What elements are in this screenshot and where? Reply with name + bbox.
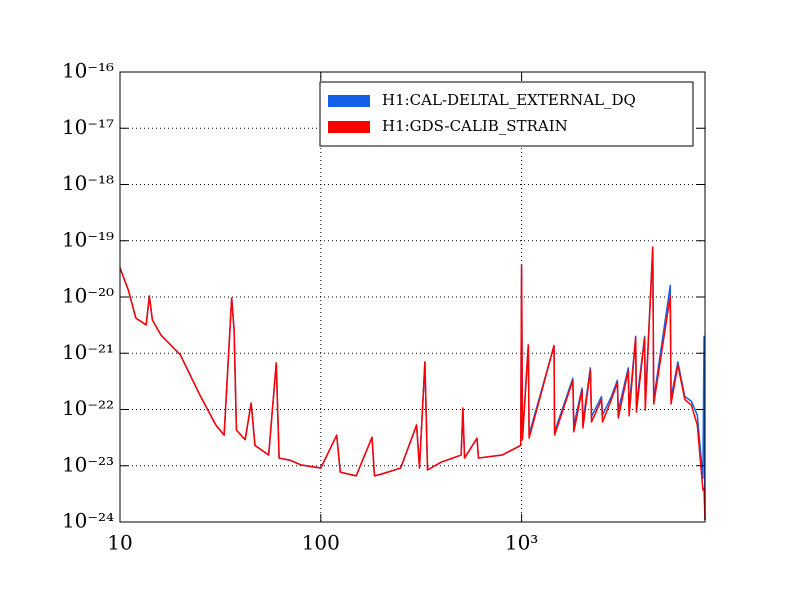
series-line	[119, 246, 706, 520]
y-tick-label: 10⁻¹⁸	[62, 171, 114, 195]
ticks: 10 100 10³ 10⁻²⁴ 10⁻²³ 10⁻²² 10⁻²¹ 10⁻²⁰ 10⁻¹⁹ 10…	[62, 59, 705, 555]
x-tick-label: 10	[107, 531, 132, 555]
x-tick-label: 10³	[505, 531, 538, 555]
y-tick-label: 10⁻²⁴	[62, 509, 114, 533]
x-tick-label: 100	[302, 531, 340, 555]
legend-label: H1:CAL-DELTAL_EXTERNAL_DQ	[382, 91, 636, 109]
y-tick-label: 10⁻²¹	[62, 340, 114, 364]
y-tick-label: 10⁻²⁰	[62, 284, 114, 308]
y-tick-label: 10⁻²³	[62, 452, 114, 476]
y-tick-label: 10⁻¹⁹	[62, 227, 114, 251]
legend: H1:CAL-DELTAL_EXTERNAL_DQ H1:GDS-CALIB_ST…	[319, 81, 694, 147]
y-tick-label: 10⁻¹⁷	[62, 115, 114, 139]
legend-swatch	[328, 121, 370, 133]
y-tick-label: 10⁻²²	[62, 396, 114, 420]
legend-swatch	[328, 95, 370, 107]
legend-label: H1:GDS-CALIB_STRAIN	[382, 117, 568, 135]
legend-box	[319, 81, 694, 147]
y-tick-label: 10⁻¹⁶	[62, 59, 114, 83]
plot-lines	[119, 246, 706, 520]
